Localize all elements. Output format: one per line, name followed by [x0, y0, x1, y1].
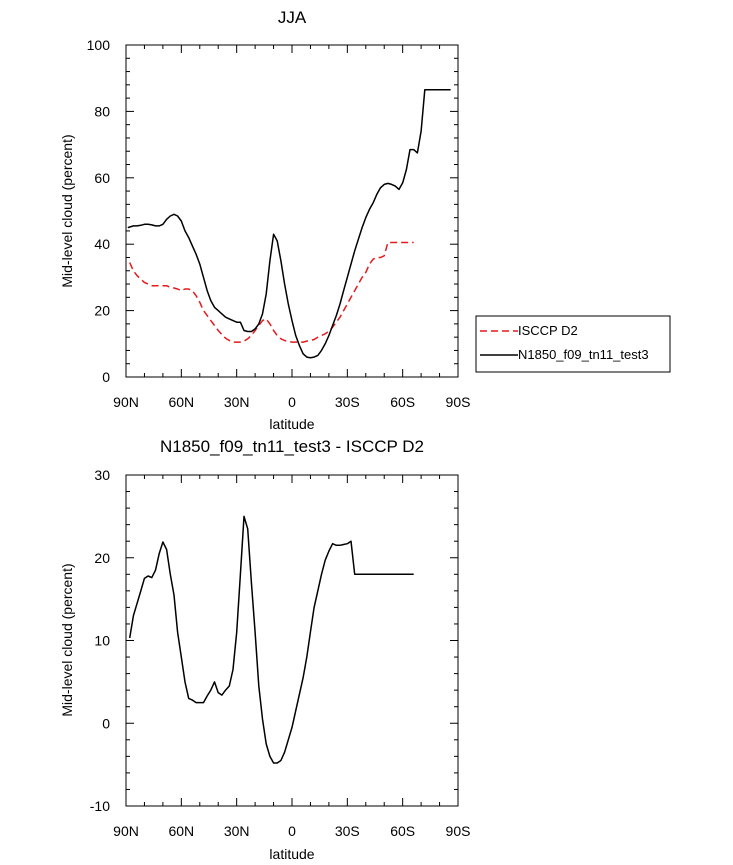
bottom-y-tick-label: 30	[94, 467, 110, 483]
top-x-tick-label: 0	[288, 394, 296, 410]
top-x-tick-label: 60N	[168, 394, 194, 410]
bottom-x-tick-label: 60S	[390, 823, 415, 839]
bottom-series-lines	[128, 515, 414, 764]
top-x-ticks: 90N 60N 30N 0 30S 60S 90S	[113, 45, 470, 410]
top-y-tick-label: 40	[94, 236, 110, 252]
bottom-series-line-0	[128, 515, 414, 764]
top-panel: JJA 90N 60N 30N 0 30S 60S 90S 0 20 40 60 80 100 lat…	[59, 8, 470, 432]
top-plot-frame	[125, 44, 459, 378]
bottom-x-ticks: 90N 60N 30N 0 30S 60S 90S	[113, 475, 470, 839]
bottom-x-tick-label: 90S	[446, 823, 471, 839]
legend: ISCCP D2 N1850_f09_tn11_test3	[475, 315, 671, 373]
top-y-axis-label: Mid-level cloud (percent)	[59, 134, 75, 287]
bottom-chart-title: N1850_f09_tn11_test3 - ISCCP D2	[160, 437, 424, 456]
top-y-tick-label: 0	[102, 369, 110, 385]
top-y-tick-label: 80	[94, 103, 110, 119]
top-x-tick-label: 30N	[224, 394, 250, 410]
top-series-line-0	[129, 241, 414, 343]
bottom-y-axis-label: Mid-level cloud (percent)	[59, 563, 75, 716]
bottom-y-tick-label: 10	[94, 633, 110, 649]
top-chart-title: JJA	[278, 8, 307, 27]
top-x-axis-label: latitude	[269, 416, 314, 432]
legend-label-n1850: N1850_f09_tn11_test3	[518, 347, 649, 362]
bottom-x-tick-label: 30S	[335, 823, 360, 839]
top-x-tick-label: 90N	[113, 394, 139, 410]
bottom-x-tick-label: 90N	[113, 823, 139, 839]
top-y-tick-label: 20	[94, 303, 110, 319]
top-series-lines	[127, 89, 451, 359]
bottom-x-tick-label: 30N	[224, 823, 250, 839]
top-y-ticks: 0 20 40 60 80 100	[87, 37, 458, 385]
bottom-x-axis-label: latitude	[269, 846, 314, 862]
legend-label-isccp-d2: ISCCP D2	[518, 323, 578, 338]
top-series-line-1	[127, 89, 451, 359]
bottom-y-tick-label: 20	[94, 550, 110, 566]
bottom-y-tick-label: -10	[90, 798, 110, 814]
top-x-tick-label: 60S	[390, 394, 415, 410]
top-x-tick-label: 30S	[335, 394, 360, 410]
top-y-tick-label: 100	[87, 37, 111, 53]
bottom-x-tick-label: 60N	[168, 823, 194, 839]
bottom-y-ticks: -10 0 10 20 30	[90, 467, 458, 814]
bottom-x-tick-label: 0	[288, 823, 296, 839]
top-x-tick-label: 90S	[446, 394, 471, 410]
bottom-y-tick-label: 0	[102, 715, 110, 731]
bottom-panel: N1850_f09_tn11_test3 - ISCCP D2 90N 60N 30…	[59, 437, 470, 862]
legend-box	[475, 315, 671, 373]
top-y-tick-label: 60	[94, 170, 110, 186]
bottom-plot-frame	[125, 474, 459, 807]
